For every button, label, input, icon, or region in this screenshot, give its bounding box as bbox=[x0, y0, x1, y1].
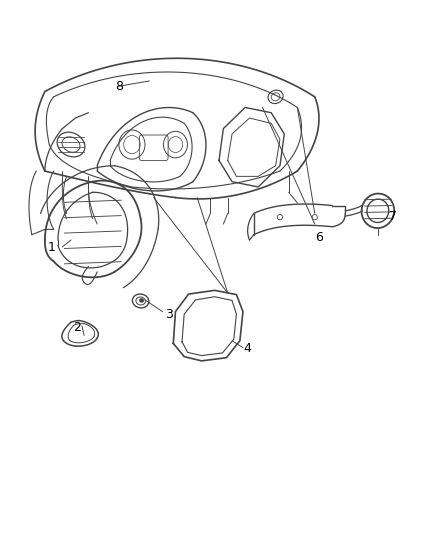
Text: 3: 3 bbox=[165, 308, 173, 321]
Ellipse shape bbox=[140, 299, 143, 302]
Text: 7: 7 bbox=[389, 209, 397, 223]
Text: 4: 4 bbox=[244, 342, 251, 355]
Text: 1: 1 bbox=[47, 241, 55, 254]
Text: 2: 2 bbox=[74, 321, 81, 334]
Text: 6: 6 bbox=[315, 231, 323, 244]
Text: 8: 8 bbox=[115, 80, 123, 93]
